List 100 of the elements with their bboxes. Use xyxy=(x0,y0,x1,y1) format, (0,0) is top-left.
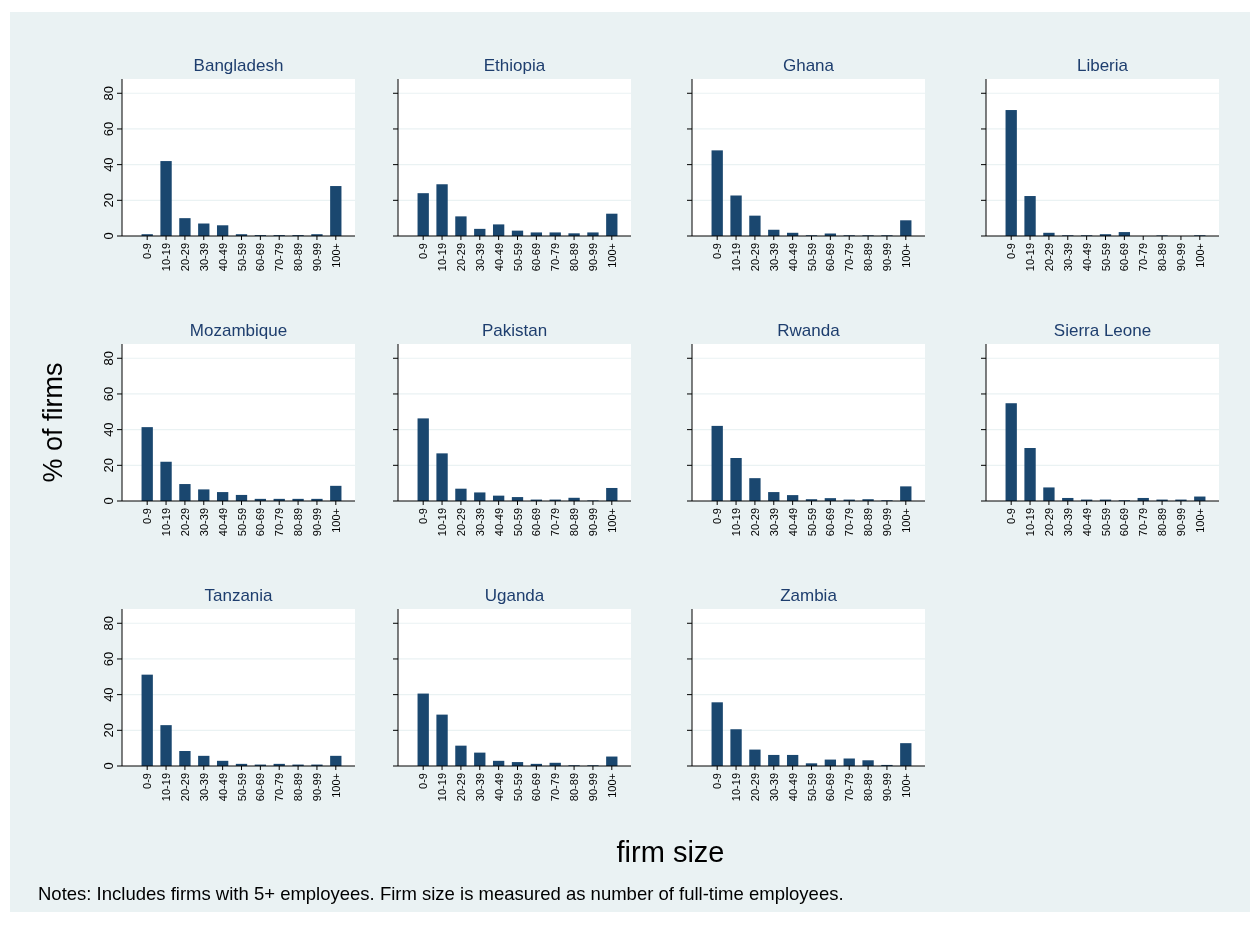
x-tick-label: 0-9 xyxy=(711,508,724,524)
x-tick-label: 40-49 xyxy=(786,243,799,272)
y-tick-label: 0 xyxy=(101,497,116,505)
x-tick-label: 80-89 xyxy=(568,773,581,802)
x-tick-label: 70-79 xyxy=(1137,508,1150,537)
x-tick-label: 70-79 xyxy=(273,508,286,537)
x-tick-label: 10-19 xyxy=(1024,508,1037,537)
x-tick-label: 60-69 xyxy=(530,243,543,272)
x-tick-label: 70-79 xyxy=(549,508,562,537)
y-tick-label: 40 xyxy=(101,687,116,702)
x-tick-label: 0-9 xyxy=(1005,243,1018,259)
x-tick-label: 60-69 xyxy=(530,508,543,537)
y-tick-label: 40 xyxy=(101,422,116,437)
x-tick-label: 40-49 xyxy=(786,508,799,537)
x-tick-label: 30-39 xyxy=(1061,243,1074,272)
x-tick-label: 60-69 xyxy=(824,508,837,537)
x-tick-label: 40-49 xyxy=(216,508,229,537)
x-tick-label: 70-79 xyxy=(273,243,286,272)
x-tick-label: 50-59 xyxy=(1099,508,1112,537)
x-tick-label: 100+ xyxy=(605,243,618,268)
x-tick-label: 90-99 xyxy=(1174,508,1187,537)
chart-title: Mozambique xyxy=(189,321,288,340)
x-tick-label: 40-49 xyxy=(786,773,799,802)
x-tick-label: 10-19 xyxy=(160,243,173,272)
chart-title: Rwanda xyxy=(777,321,841,340)
x-tick-label: 80-89 xyxy=(292,243,305,272)
x-tick-label: 50-59 xyxy=(805,773,818,802)
x-tick-label: 90-99 xyxy=(880,508,893,537)
x-tick-label: 80-89 xyxy=(1156,508,1169,537)
x-tick-label: 20-29 xyxy=(178,243,191,272)
x-tick-label: 70-79 xyxy=(1137,243,1150,272)
x-tick-label: 0-9 xyxy=(141,773,154,789)
x-tick-label: 100+ xyxy=(1193,243,1206,268)
x-tick-label: 100+ xyxy=(329,773,342,798)
x-tick-label: 30-39 xyxy=(473,773,486,802)
x-tick-label: 80-89 xyxy=(292,773,305,802)
y-tick-label: 80 xyxy=(101,616,116,631)
x-tick-label: 30-39 xyxy=(197,508,210,537)
x-tick-label: 40-49 xyxy=(492,508,505,537)
x-tick-label: 40-49 xyxy=(216,243,229,272)
x-tick-label: 10-19 xyxy=(160,773,173,802)
x-tick-label: 60-69 xyxy=(254,773,267,802)
x-tick-label: 20-29 xyxy=(454,773,467,802)
x-tick-label: 50-59 xyxy=(511,773,524,802)
x-tick-label: 40-49 xyxy=(492,243,505,272)
x-tick-label: 80-89 xyxy=(862,773,875,802)
x-tick-label: 50-59 xyxy=(805,243,818,272)
x-tick-label: 100+ xyxy=(899,243,912,268)
x-tick-label: 20-29 xyxy=(178,773,191,802)
x-tick-label: 60-69 xyxy=(530,773,543,802)
x-tick-label: 10-19 xyxy=(730,773,743,802)
y-tick-label: 0 xyxy=(101,232,116,240)
chart-title: Ghana xyxy=(782,56,835,75)
x-tick-label: 0-9 xyxy=(1005,508,1018,524)
x-tick-label: 0-9 xyxy=(417,773,430,789)
x-tick-label: 80-89 xyxy=(292,508,305,537)
x-tick-label: 30-39 xyxy=(767,243,780,272)
x-tick-label: 30-39 xyxy=(473,508,486,537)
x-tick-label: 20-29 xyxy=(1042,243,1055,272)
x-tick-label: 70-79 xyxy=(843,508,856,537)
y-tick-label: 40 xyxy=(101,157,116,172)
x-tick-label: 20-29 xyxy=(178,508,191,537)
x-tick-label: 10-19 xyxy=(160,508,173,537)
x-tick-label: 70-79 xyxy=(549,243,562,272)
x-tick-label: 90-99 xyxy=(310,243,323,272)
x-tick-label: 0-9 xyxy=(711,243,724,259)
x-tick-label: 60-69 xyxy=(254,243,267,272)
x-tick-label: 30-39 xyxy=(767,508,780,537)
chart-title: Uganda xyxy=(484,586,545,605)
x-tick-label: 0-9 xyxy=(711,773,724,789)
y-tick-label: 60 xyxy=(101,651,116,667)
x-tick-label: 100+ xyxy=(605,508,618,533)
x-tick-label: 100+ xyxy=(329,508,342,533)
chart-title: Zambia xyxy=(780,586,838,605)
x-tick-label: 100+ xyxy=(329,243,342,268)
x-tick-label: 90-99 xyxy=(586,773,599,802)
y-axis-title: % of firms xyxy=(38,362,68,483)
chart-title: Ethiopia xyxy=(483,56,546,75)
x-tick-label: 50-59 xyxy=(1099,243,1112,272)
y-tick-label: 20 xyxy=(101,458,116,473)
x-tick-label: 80-89 xyxy=(568,508,581,537)
x-tick-label: 40-49 xyxy=(216,773,229,802)
x-tick-label: 90-99 xyxy=(1174,243,1187,272)
x-tick-label: 40-49 xyxy=(1080,243,1093,272)
x-tick-label: 50-59 xyxy=(235,508,248,537)
x-tick-label: 50-59 xyxy=(511,508,524,537)
x-tick-label: 60-69 xyxy=(824,773,837,802)
x-tick-label: 30-39 xyxy=(197,773,210,802)
x-tick-label: 90-99 xyxy=(310,508,323,537)
x-tick-label: 30-39 xyxy=(473,243,486,272)
x-tick-label: 100+ xyxy=(1193,508,1206,533)
x-tick-label: 20-29 xyxy=(748,243,761,272)
x-tick-label: 50-59 xyxy=(235,243,248,272)
x-tick-label: 80-89 xyxy=(1156,243,1169,272)
x-tick-label: 60-69 xyxy=(824,243,837,272)
y-tick-label: 80 xyxy=(101,351,116,366)
x-tick-label: 20-29 xyxy=(748,508,761,537)
x-tick-label: 20-29 xyxy=(454,508,467,537)
x-tick-label: 50-59 xyxy=(235,773,248,802)
x-tick-label: 10-19 xyxy=(436,508,449,537)
